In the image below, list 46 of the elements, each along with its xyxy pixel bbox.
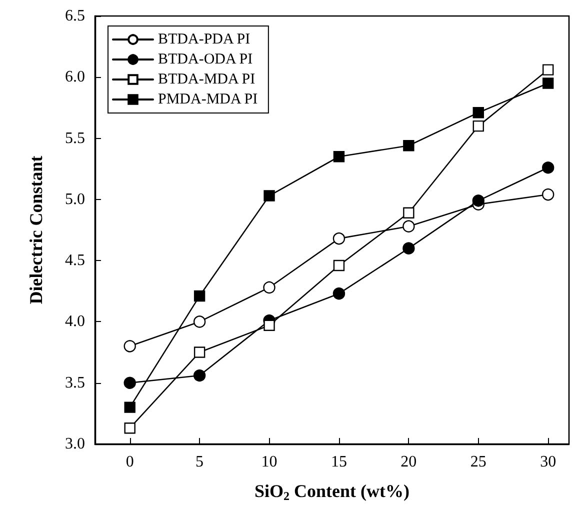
legend-label: BTDA-MDA PI — [158, 72, 256, 88]
x-tick-label: 25 — [470, 454, 486, 470]
y-tick-label: 5.0 — [65, 190, 85, 208]
x-tick-label: 0 — [126, 454, 134, 470]
point — [472, 120, 484, 132]
y-tick-label: 4.5 — [65, 252, 85, 270]
legend-label: BTDA-ODA PI — [158, 52, 253, 68]
point — [542, 64, 554, 76]
point — [263, 281, 276, 294]
point — [542, 188, 554, 201]
x-tick-label: 10 — [261, 454, 278, 470]
point — [124, 402, 136, 413]
point — [542, 162, 554, 174]
y-axis-title: Dielectric Constant — [26, 156, 46, 304]
point — [333, 260, 345, 272]
point — [124, 340, 136, 352]
point — [124, 422, 136, 434]
y-tick-label: 4.0 — [65, 313, 85, 330]
point — [402, 220, 415, 232]
point — [403, 140, 414, 152]
point — [264, 320, 275, 331]
x-tick-label: 15 — [330, 454, 347, 470]
y-tick-label: 3.0 — [65, 436, 85, 452]
point — [402, 242, 415, 254]
y-tick-label: 3.5 — [65, 374, 85, 392]
x-tick-label: 30 — [540, 454, 556, 470]
point — [542, 78, 554, 89]
y-tick-label: 5.5 — [65, 130, 85, 147]
point — [403, 207, 414, 218]
legend-label: PMDA-MDA PI — [158, 92, 258, 108]
legend-label: BTDA-PDA PI — [158, 32, 250, 48]
point — [124, 376, 136, 389]
point — [332, 287, 346, 300]
point — [194, 290, 206, 302]
y-tick-label: 6.5 — [65, 8, 85, 24]
point — [194, 346, 206, 358]
point — [472, 107, 484, 118]
y-tick-label: 6.0 — [65, 68, 85, 86]
x-tick-label: 5 — [196, 454, 204, 470]
x-tick-label: 20 — [400, 454, 417, 470]
point — [264, 190, 275, 202]
point — [333, 151, 345, 162]
point — [193, 316, 206, 328]
point — [332, 232, 346, 245]
point — [193, 369, 206, 382]
point — [472, 194, 484, 207]
